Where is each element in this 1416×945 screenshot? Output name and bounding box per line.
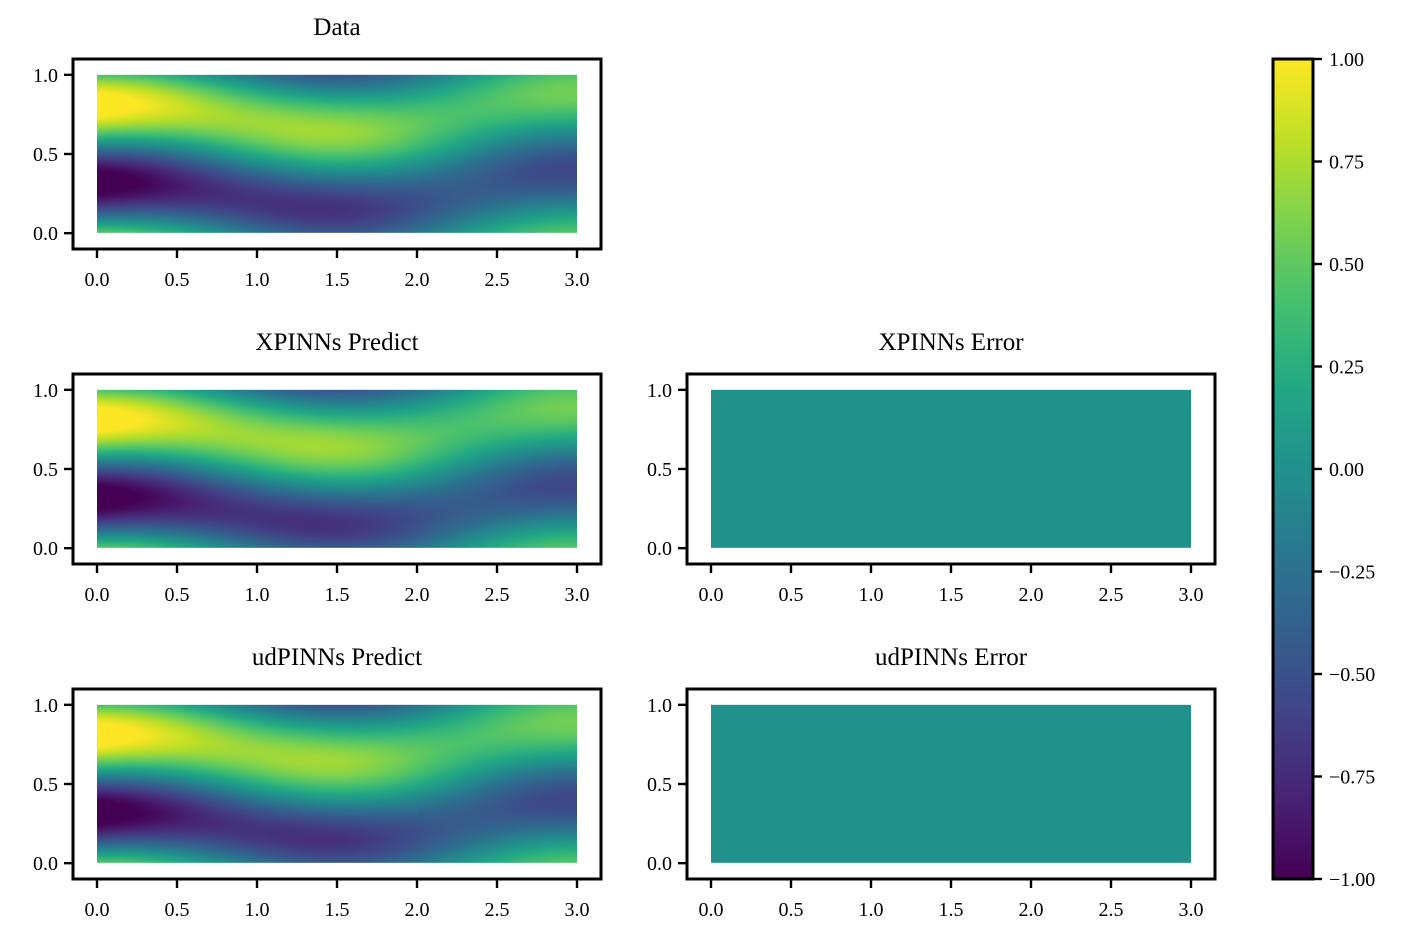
x-tick-label: 2.5 — [485, 584, 510, 606]
y-tick-label: 0.5 — [33, 459, 58, 481]
y-tick-label: 0.0 — [647, 853, 672, 875]
subplot-udpinns-error: udPINNs Error 0.0 0.5 1.0 1.5 2.0 2.5 3.0 0.0 0.5… — [647, 644, 1217, 921]
colorbar-tick-label: −0.25 — [1329, 562, 1375, 584]
panel-title: XPINNs Predict — [255, 329, 418, 356]
heatmap-udpinns-predict — [97, 704, 577, 863]
x-tick-label: 2.5 — [485, 269, 510, 291]
x-tick-label: 1.5 — [939, 899, 964, 921]
heatmap-xpinns-error — [711, 389, 1191, 548]
y-tick-label: 0.0 — [33, 853, 58, 875]
x-tick-label: 0.5 — [165, 269, 190, 291]
x-tick-label: 3.0 — [565, 899, 590, 921]
panel-title: udPINNs Predict — [252, 644, 422, 671]
x-tick-label: 1.0 — [859, 584, 884, 606]
x-tick-label: 2.0 — [1019, 584, 1044, 606]
x-tick-label: 2.5 — [485, 899, 510, 921]
x-tick-label: 1.5 — [325, 269, 350, 291]
x-tick-label: 0.5 — [165, 899, 190, 921]
x-tick-label: 3.0 — [1179, 584, 1204, 606]
colorbar-tick-label: 0.50 — [1329, 254, 1364, 276]
y-tick-label: 0.5 — [647, 459, 672, 481]
x-tick-label: 3.0 — [1179, 899, 1204, 921]
x-tick-label: 0.0 — [699, 899, 724, 921]
x-tick-label: 1.0 — [245, 899, 270, 921]
y-tick-label: 1.0 — [647, 380, 672, 402]
x-tick-label: 0.5 — [165, 584, 190, 606]
x-tick-label: 2.0 — [405, 269, 430, 291]
y-tick-label: 0.5 — [33, 144, 58, 166]
x-tick-label: 3.0 — [565, 584, 590, 606]
x-tick-label: 1.5 — [939, 584, 964, 606]
x-tick-label: 1.0 — [245, 269, 270, 291]
x-tick-label: 0.0 — [85, 269, 110, 291]
y-tick-label: 1.0 — [33, 380, 58, 402]
x-tick-label: 1.5 — [325, 584, 350, 606]
x-tick-label: 0.0 — [85, 899, 110, 921]
y-tick-label: 1.0 — [33, 695, 58, 717]
x-tick-label: 0.5 — [779, 584, 804, 606]
panel-title: XPINNs Error — [878, 329, 1024, 356]
x-tick-label: 0.0 — [85, 584, 110, 606]
y-tick-label: 0.0 — [647, 538, 672, 560]
x-tick-label: 2.0 — [405, 899, 430, 921]
panel-title: udPINNs Error — [875, 644, 1028, 671]
x-tick-label: 1.0 — [245, 584, 270, 606]
y-tick-label: 1.0 — [647, 695, 672, 717]
colorbar-tick-label: −1.00 — [1329, 869, 1375, 891]
y-tick-label: 0.0 — [33, 223, 58, 245]
subplot-udpinns-predict: udPINNs Predict 0.0 0.5 1.0 1.5 2.0 2.5 3.0 0.0 0… — [33, 644, 603, 921]
colorbar-tick-label: 0.00 — [1329, 459, 1364, 481]
colorbar-tick-label: 0.25 — [1329, 357, 1364, 379]
y-tick-label: 0.0 — [33, 538, 58, 560]
y-tick-label: 0.5 — [647, 774, 672, 796]
colorbar-tick-label: 1.00 — [1329, 49, 1364, 71]
x-tick-label: 1.0 — [859, 899, 884, 921]
y-tick-label: 1.0 — [33, 65, 58, 87]
subplot-xpinns-predict: XPINNs Predict 0.0 0.5 1.0 1.5 2.0 2.5 3.0 0.0 0.… — [33, 329, 603, 606]
subplot-xpinns-error: XPINNs Error 0.0 0.5 1.0 1.5 2.0 2.5 3.0 0.0 0.5 1… — [647, 329, 1217, 606]
x-tick-label: 0.0 — [699, 584, 724, 606]
colorbar-tick-label: −0.50 — [1329, 664, 1375, 686]
x-tick-label: 2.5 — [1099, 899, 1124, 921]
x-tick-label: 2.5 — [1099, 584, 1124, 606]
x-tick-label: 0.5 — [779, 899, 804, 921]
y-tick-label: 0.5 — [33, 774, 58, 796]
colorbar-gradient — [1273, 59, 1313, 879]
heatmap-data — [97, 74, 577, 233]
panel-title: Data — [313, 14, 360, 41]
colorbar-tick-label: −0.75 — [1329, 767, 1375, 789]
x-tick-label: 2.0 — [1019, 899, 1044, 921]
colorbar-tick-label: 0.75 — [1329, 152, 1364, 174]
subplot-data: Data 0.0 0.5 1.0 1.5 2.0 2.5 3.0 0.0 0.5 1.0 — [33, 14, 603, 291]
x-tick-label: 2.0 — [405, 584, 430, 606]
colorbar: 1.00 0.75 0.50 0.25 0.00 −0.25 −0.50 −0.75 −1.00 — [1271, 49, 1375, 891]
heatmap-xpinns-predict — [97, 389, 577, 548]
x-tick-label: 3.0 — [565, 269, 590, 291]
heatmap-udpinns-error — [711, 704, 1191, 863]
x-tick-label: 1.5 — [325, 899, 350, 921]
